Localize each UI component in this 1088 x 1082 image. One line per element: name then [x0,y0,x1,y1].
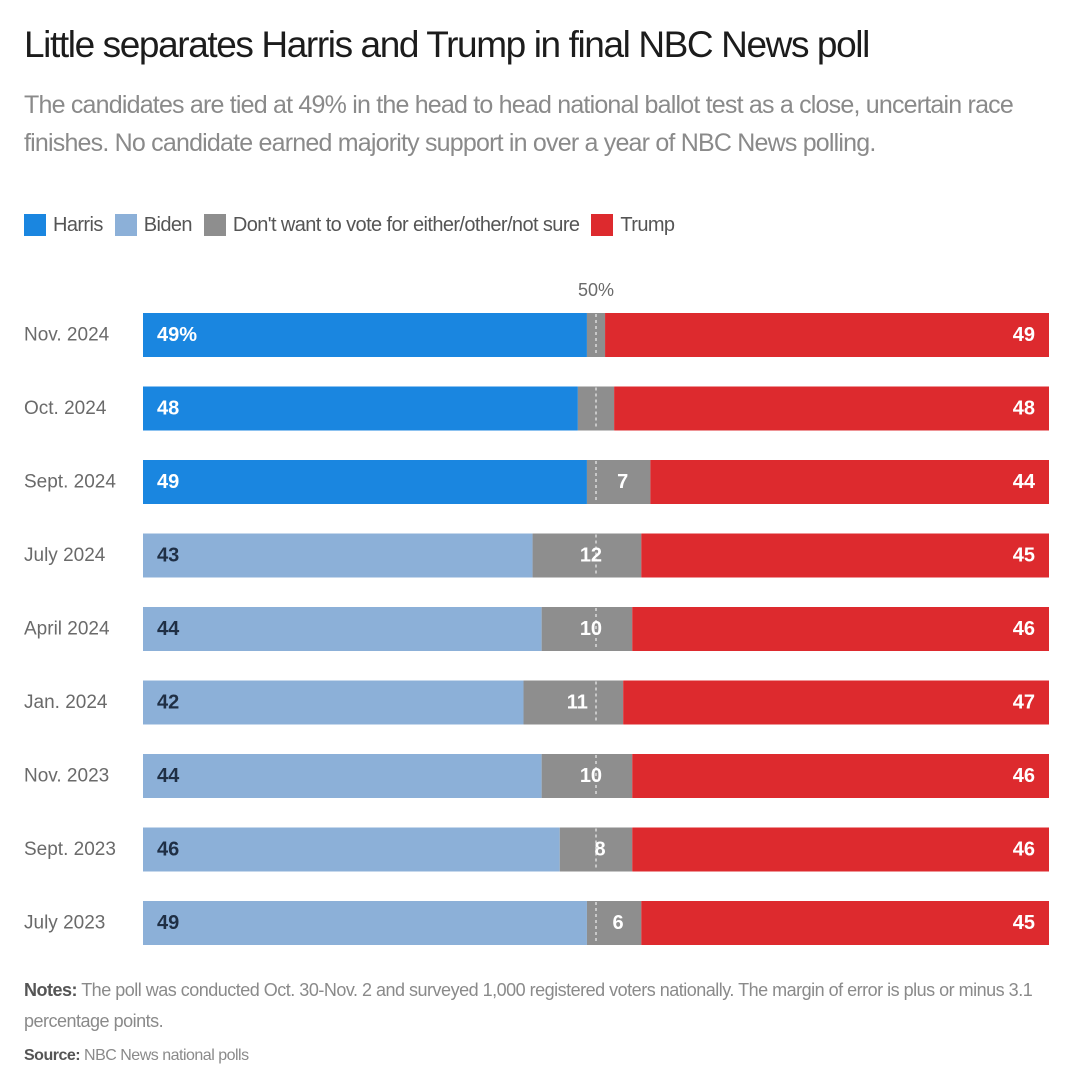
value-label-other: 8 [594,839,605,861]
category-label: Nov. 2023 [24,766,109,787]
bar-biden [143,680,524,725]
value-label-biden: 46 [157,839,179,861]
source-text: NBC News national polls [80,1047,249,1064]
legend-label-biden: Biden [143,213,193,236]
value-label-other: 6 [613,912,624,934]
value-label-trump: 47 [1013,692,1035,714]
legend-item-harris: Harris [24,214,103,237]
bar-harris [143,386,578,431]
notes: Notes: The poll was conducted Oct. 30-No… [24,975,1064,1037]
category-label: Sept. 2023 [24,839,116,860]
category-label: Sept. 2024 [24,472,116,493]
legend-label-other: Don't want to vote for either/other/not … [232,213,580,236]
value-label-biden: 43 [157,545,179,567]
value-label-biden: 49 [157,912,179,934]
value-label-harris: 48 [157,398,179,420]
category-label: July 2023 [24,913,105,934]
reference-line-label: 50% [578,280,614,300]
bar-trump [614,386,1049,431]
source-label: Source: [24,1047,81,1064]
value-label-trump: 46 [1013,765,1035,787]
legend-item-other: Don't want to vote for either/other/not … [203,213,580,237]
value-label-trump: 48 [1013,398,1035,420]
category-label: Oct. 2024 [24,398,107,419]
chart-subtitle: The candidates are tied at 49% in the he… [24,91,1014,157]
legend-swatch-harris [24,214,46,236]
value-label-other: 10 [580,618,602,640]
value-label-biden: 42 [157,692,179,714]
category-label: Nov. 2024 [24,325,110,346]
legend-item-trump: Trump [591,213,675,237]
legend-label-harris: Harris [53,213,103,236]
bar-harris [143,313,587,357]
chart-title: Little separates Harris and Trump in fin… [24,24,870,65]
category-label: July 2024 [24,545,106,566]
value-label-other: 7 [617,471,628,493]
bar-trump [632,754,1049,798]
bar-trump [623,680,1049,725]
value-label-trump: 45 [1013,912,1035,934]
bar-other [541,754,633,798]
legend-swatch-trump [591,214,614,236]
value-label-trump: 45 [1013,545,1035,567]
bar-trump [650,460,1049,504]
legend-item-biden: Biden [114,213,193,237]
notes-label: Notes: [24,980,78,1000]
bar-other [586,460,651,504]
bar-other [541,607,633,651]
bar-biden [143,607,542,651]
bar-trump [641,533,1049,578]
bar-harris [143,460,587,504]
bar-biden [143,901,587,945]
bar-trump [641,901,1049,945]
stacked-bar-chart: Nov. 2024 49% 49 Oct. 2024 48 48 Sept. 2024 49 7… [24,280,1049,945]
value-label-other: 12 [580,545,602,567]
category-label: Jan. 2024 [24,692,108,713]
value-label-biden: 44 [157,765,180,787]
legend: Harris Biden Don't want to vote for eith… [24,211,686,239]
value-label-biden: 44 [157,618,180,640]
bar-trump [632,827,1049,872]
bar-trump [605,313,1049,357]
legend-swatch-other [203,214,226,236]
value-label-other: 11 [567,692,588,714]
bar-biden [143,533,533,578]
bar-other [532,533,642,578]
bar-trump [632,607,1049,651]
source: Source: NBC News national polls [24,1044,249,1068]
bar-biden [143,754,542,798]
value-label-trump: 44 [1013,471,1036,493]
legend-label-trump: Trump [620,213,675,236]
category-label: April 2024 [24,619,110,640]
bar-other [523,680,624,725]
value-label-harris: 49% [157,324,197,346]
legend-swatch-biden [114,214,137,236]
bar-biden [143,827,560,872]
notes-text: The poll was conducted Oct. 30-Nov. 2 an… [24,980,1033,1031]
value-label-harris: 49 [157,471,179,493]
value-label-trump: 49 [1013,324,1035,346]
value-label-trump: 46 [1013,618,1035,640]
value-label-other: 10 [580,765,602,787]
value-label-trump: 46 [1013,839,1035,861]
